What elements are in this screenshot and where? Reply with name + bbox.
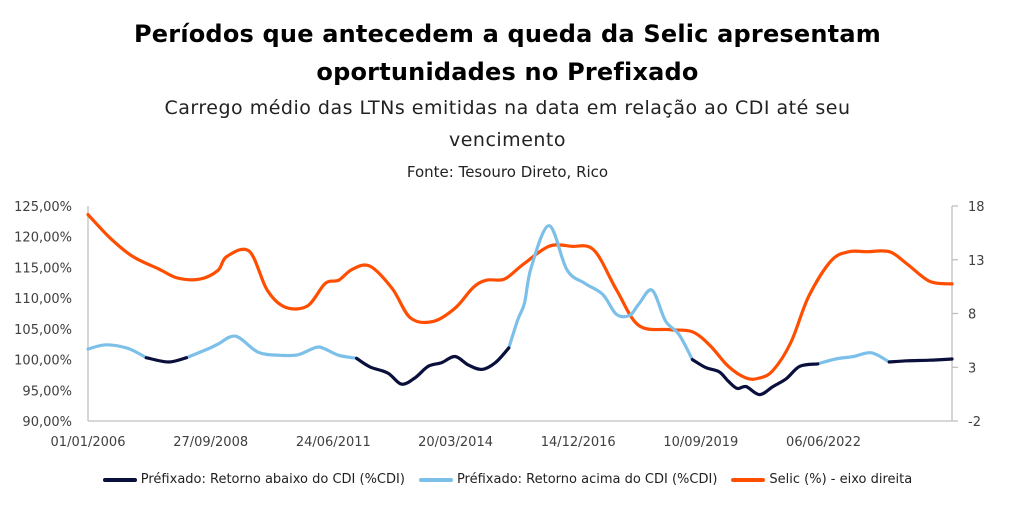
chart-subtitle-line-1: Carrego médio das LTNs emitidas na data …: [164, 97, 851, 119]
legend-label-below-cdi: Préfixado: Retorno abaixo do CDI (%CDI): [140, 472, 405, 487]
left-tick-label: 90,00%: [22, 415, 72, 430]
right-tick-label: 18: [968, 200, 985, 215]
x-tick-label: 06/06/2022: [786, 435, 861, 450]
chart-subtitle-line-2: vencimento: [448, 129, 566, 151]
x-tick-label: 24/06/2011: [296, 435, 371, 450]
series-line-below-cdi: [690, 358, 820, 397]
legend-label-selic: Selic (%) - eixo direita: [769, 472, 913, 487]
series-line-above-cdi: [184, 334, 359, 360]
legend-item-selic: Selic (%) - eixo direita: [731, 472, 912, 487]
right-tick-label: 13: [968, 254, 985, 269]
series-line-below-cdi: [887, 357, 954, 364]
chart-title-line-2: oportunidades no Prefixado: [316, 58, 699, 86]
left-tick-label: 120,00%: [14, 231, 72, 246]
legend-swatch-selic: [731, 477, 766, 482]
chart-source: Fonte: Tesouro Direto, Rico: [406, 163, 609, 181]
x-tick-label: 01/01/2006: [51, 435, 126, 450]
left-tick-label: 105,00%: [14, 323, 72, 338]
series-line-below-cdi: [144, 356, 189, 364]
left-tick-label: 100,00%: [14, 354, 72, 369]
right-tick-label: -2: [968, 415, 981, 430]
x-tick-label: 27/09/2008: [173, 435, 248, 450]
left-tick-label: 115,00%: [14, 261, 72, 276]
x-tick-label: 10/09/2019: [663, 435, 738, 450]
series-line-above-cdi: [816, 351, 891, 366]
legend-swatch-below-cdi: [102, 477, 137, 482]
series-line-below-cdi: [355, 346, 511, 386]
left-tick-label: 125,00%: [14, 200, 72, 215]
series-line-above-cdi: [507, 224, 694, 362]
series-line-selic: [86, 213, 954, 381]
chart-title-line-1: Períodos que antecedem a queda da Selic …: [134, 20, 881, 48]
series-line-above-cdi: [86, 343, 148, 360]
x-tick-label: 14/12/2016: [541, 435, 616, 450]
x-tick-label: 20/03/2014: [418, 435, 493, 450]
legend-item-above-cdi: Préfixado: Retorno acima do CDI (%CDI): [418, 472, 718, 487]
left-tick-label: 110,00%: [14, 292, 72, 307]
right-tick-label: 8: [968, 308, 976, 323]
chart-legend: Préfixado: Retorno abaixo do CDI (%CDI) …: [0, 472, 1015, 487]
legend-swatch-above-cdi: [418, 477, 453, 482]
legend-label-above-cdi: Préfixado: Retorno acima do CDI (%CDI): [456, 472, 718, 487]
left-tick-label: 95,00%: [22, 384, 72, 399]
legend-item-below-cdi: Préfixado: Retorno abaixo do CDI (%CDI): [102, 472, 405, 487]
right-tick-label: 3: [968, 361, 976, 376]
